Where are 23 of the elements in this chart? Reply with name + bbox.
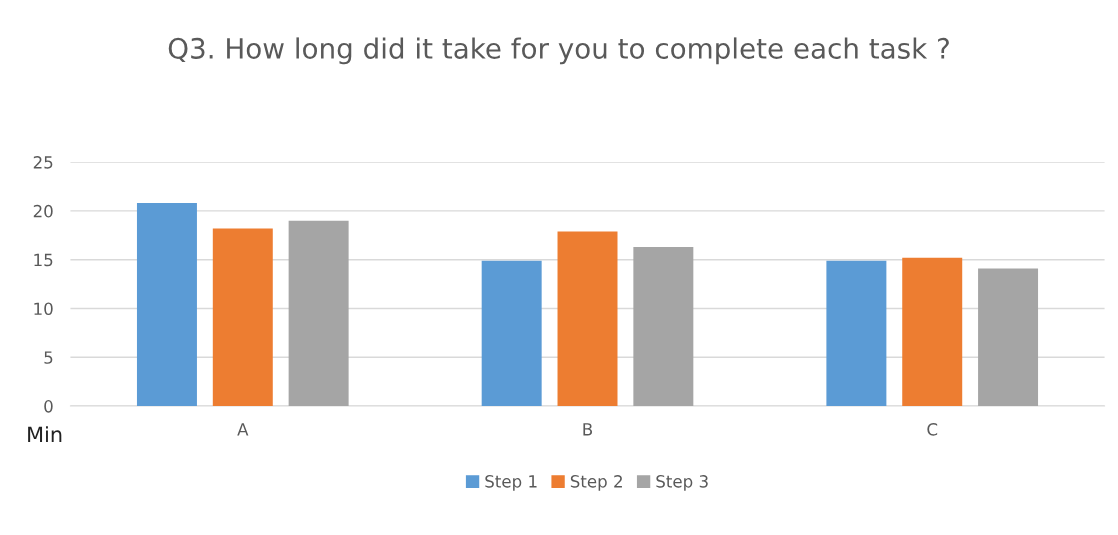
y-tick-label: 15 (34, 253, 53, 267)
bar (978, 268, 1039, 407)
y-tick-label: 0 (44, 400, 53, 413)
bar (212, 228, 273, 407)
bar (902, 257, 963, 407)
y-tick-label: 20 (33, 204, 53, 218)
chart-title: Q3. How long did it take for you to complete each task ? (168, 37, 949, 65)
legend-label: Step 1 (485, 475, 537, 491)
x-tick-label: B (583, 423, 593, 436)
y-tick-label: 25 (33, 156, 53, 169)
legend-label: Step 2 (570, 475, 622, 491)
bar (633, 247, 694, 407)
legend-label: Step 3 (656, 475, 708, 491)
x-tick-label: C (927, 423, 938, 436)
bar (136, 203, 197, 407)
bar (557, 231, 618, 407)
y-axis-title: Min (28, 426, 62, 442)
bar (826, 260, 887, 407)
bar (481, 260, 542, 407)
x-tick-label: A (237, 423, 249, 436)
y-tick-label: 5 (44, 351, 53, 364)
y-tick-label: 10 (34, 302, 53, 316)
bar (288, 220, 349, 407)
